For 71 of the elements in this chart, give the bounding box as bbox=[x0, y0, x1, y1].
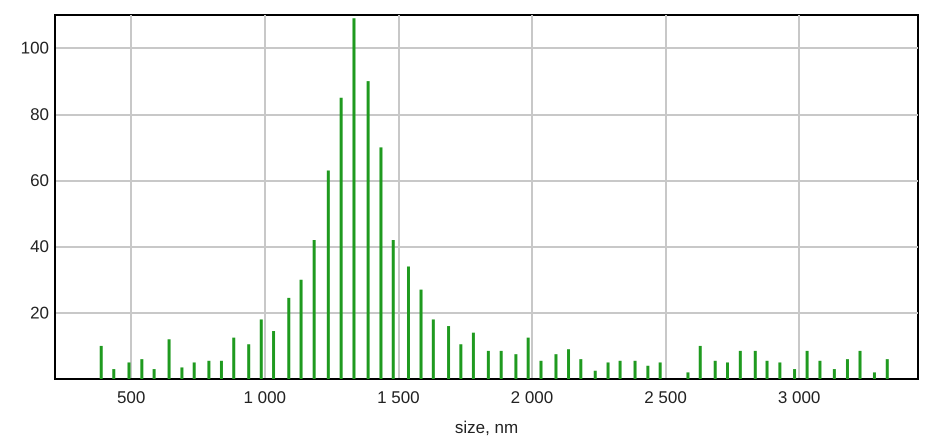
bar bbox=[714, 360, 717, 379]
bar bbox=[886, 359, 889, 379]
y-tick-label: 20 bbox=[30, 303, 49, 322]
bar bbox=[300, 280, 303, 379]
bar bbox=[486, 350, 490, 379]
bar bbox=[606, 362, 610, 379]
bar bbox=[646, 366, 650, 379]
bar bbox=[260, 319, 263, 379]
bar bbox=[579, 359, 582, 379]
bar bbox=[594, 370, 597, 379]
x-tick-label: 1 000 bbox=[243, 388, 286, 407]
x-axis-title: size, nm bbox=[454, 418, 518, 437]
bar bbox=[634, 360, 637, 379]
bar bbox=[806, 350, 809, 379]
bar bbox=[287, 298, 290, 379]
bar bbox=[192, 362, 196, 379]
bar bbox=[168, 339, 171, 379]
bar bbox=[379, 147, 382, 379]
bar bbox=[128, 362, 131, 379]
y-tick-label: 60 bbox=[30, 170, 49, 190]
bar bbox=[340, 98, 343, 379]
bar bbox=[392, 240, 395, 379]
bar bbox=[272, 331, 276, 379]
y-tick-label: 100 bbox=[20, 38, 49, 58]
bar bbox=[406, 266, 410, 379]
bar bbox=[754, 350, 757, 379]
bar bbox=[247, 344, 250, 379]
bar bbox=[526, 338, 530, 379]
bar bbox=[658, 362, 662, 379]
bar bbox=[232, 338, 236, 379]
x-tick-label: 500 bbox=[116, 388, 146, 407]
bar bbox=[778, 362, 782, 379]
x-tick-label: 1 500 bbox=[377, 388, 420, 407]
bar bbox=[858, 350, 862, 379]
y-tick-label: 80 bbox=[30, 104, 49, 124]
y-tick-label: 40 bbox=[30, 237, 49, 256]
bar bbox=[447, 326, 450, 379]
bar bbox=[112, 369, 116, 379]
bar bbox=[100, 346, 103, 379]
bar bbox=[366, 81, 370, 379]
bar bbox=[554, 354, 558, 379]
bar bbox=[312, 240, 316, 379]
bar bbox=[567, 349, 570, 379]
bar bbox=[846, 359, 849, 379]
bar bbox=[514, 354, 518, 379]
bar bbox=[832, 369, 836, 379]
bar bbox=[738, 350, 742, 379]
bar bbox=[686, 372, 690, 379]
x-tick-label: 2 000 bbox=[510, 388, 554, 407]
bar bbox=[872, 372, 876, 379]
bar bbox=[818, 360, 822, 379]
bar bbox=[698, 346, 702, 379]
bar bbox=[459, 344, 462, 379]
x-tick-label: 2 500 bbox=[644, 388, 687, 407]
bar bbox=[472, 332, 475, 379]
x-tick-label: 3 000 bbox=[778, 388, 820, 407]
bar bbox=[207, 360, 210, 379]
bar bbox=[352, 18, 356, 379]
bar bbox=[140, 359, 144, 379]
bar bbox=[220, 360, 223, 379]
bar bbox=[766, 360, 769, 379]
bar bbox=[420, 290, 423, 379]
bar bbox=[180, 367, 184, 379]
bar bbox=[326, 170, 330, 379]
bar bbox=[432, 319, 435, 379]
bar bbox=[152, 369, 156, 379]
bar bbox=[540, 360, 543, 379]
bar bbox=[793, 369, 796, 379]
bar bbox=[726, 362, 729, 379]
bar bbox=[500, 350, 503, 379]
bar bbox=[618, 360, 622, 379]
